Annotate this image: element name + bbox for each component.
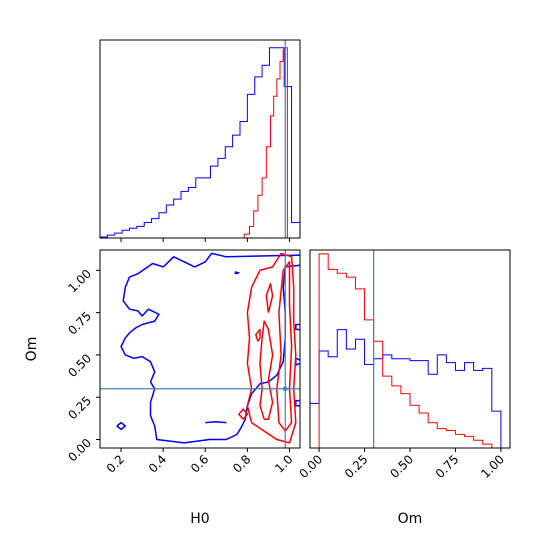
h0-axes-frame: [99, 39, 301, 239]
contour-line-12: [238, 408, 249, 420]
contour-line-10: [265, 283, 274, 313]
om-hist-series-0: [309, 329, 502, 448]
joint-axes-frame: [99, 249, 301, 449]
contour-line-7: [246, 252, 297, 444]
contour-line-2: [205, 421, 227, 424]
contour-line-6: [295, 399, 300, 407]
contour-line-11: [255, 328, 261, 342]
contour-line-1: [116, 421, 127, 431]
contour-line-3: [234, 271, 240, 275]
contour-line-4: [295, 323, 300, 331]
contour-line-9: [276, 261, 293, 432]
joint-x-axis-label: H0: [190, 511, 209, 527]
joint-truth-marker: [283, 386, 288, 391]
om-hist-series-1: [310, 253, 501, 449]
om-x-axis-label: Om: [398, 511, 423, 527]
h0-hist-series-0: [99, 47, 301, 238]
h0-marginal-panel: [99, 39, 301, 242]
contour-line-8: [259, 320, 274, 420]
joint-y-axis-label: Om: [24, 337, 40, 362]
